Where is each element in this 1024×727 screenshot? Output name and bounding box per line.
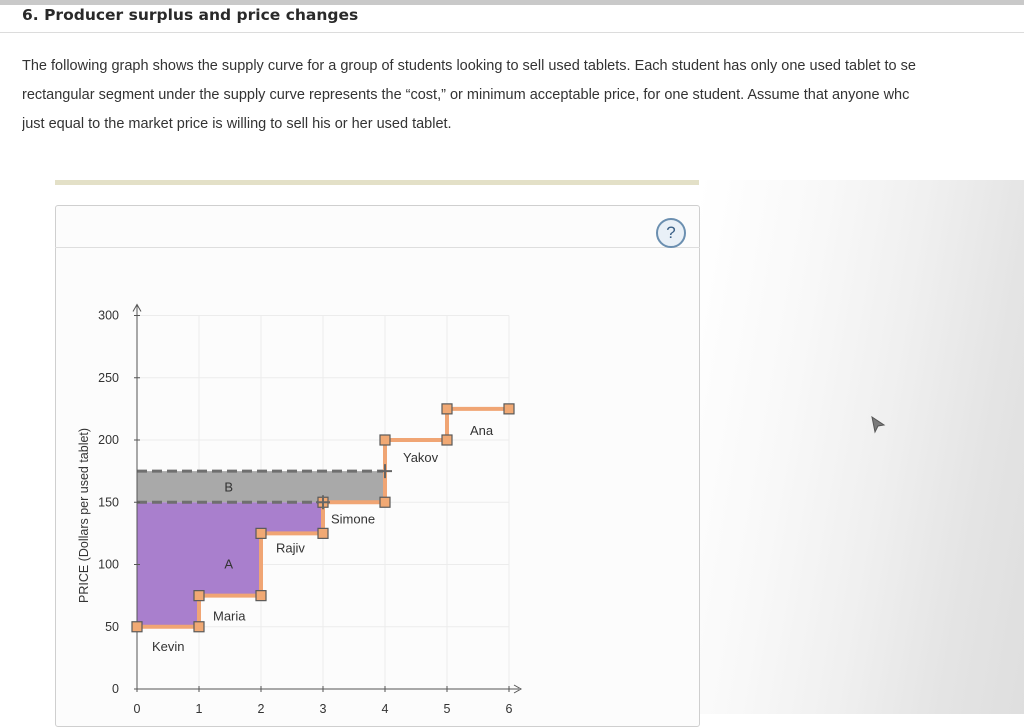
x-tick-label: 4	[382, 702, 389, 714]
supply-point-handle[interactable]	[255, 590, 267, 602]
supply-step-label: Maria	[213, 609, 246, 624]
panel-header-rule	[55, 247, 700, 248]
instructions-line-2: rectangular segment under the supply cur…	[22, 87, 910, 103]
y-axis-arrow-icon	[132, 303, 142, 312]
y-tick-label: 300	[98, 309, 119, 323]
mouse-pointer-icon	[871, 416, 886, 434]
supply-point-handle[interactable]	[441, 434, 453, 446]
supply-point-handle[interactable]	[131, 621, 143, 633]
y-tick-label: 150	[98, 495, 119, 509]
instructions-text: The following graph shows the supply cur…	[22, 52, 1024, 139]
y-tick-label: 50	[105, 620, 119, 634]
y-axis-title: PRICE (Dollars per used tablet)	[77, 428, 91, 603]
x-tick-label: 6	[506, 702, 513, 714]
screen-glare	[700, 180, 1024, 714]
supply-point-handle[interactable]	[503, 403, 515, 415]
question-heading: 6. Producer surplus and price changes	[22, 6, 359, 24]
section-divider	[55, 180, 699, 185]
y-tick-label: 0	[112, 682, 119, 696]
y-tick-label: 250	[98, 371, 119, 385]
supply-point-handle[interactable]	[379, 496, 391, 508]
help-icon[interactable]: ?	[656, 218, 686, 248]
supply-point-handle[interactable]	[193, 590, 205, 602]
y-tick-label: 100	[98, 558, 119, 572]
supply-step-label: Rajiv	[276, 540, 305, 555]
supply-step-label: Ana	[470, 423, 494, 438]
crosshair-icon	[378, 464, 392, 479]
heading-divider	[0, 32, 1024, 33]
supply-point-handle[interactable]	[317, 527, 329, 539]
supply-point-handle[interactable]	[379, 434, 391, 446]
x-tick-label: 5	[444, 702, 451, 714]
supply-point-handle[interactable]	[193, 621, 205, 633]
top-border	[0, 0, 1024, 5]
supply-step-label: Simone	[331, 511, 375, 526]
instructions-line-1: The following graph shows the supply cur…	[22, 58, 916, 74]
area-label-b: B	[224, 479, 233, 494]
x-tick-label: 1	[196, 702, 203, 714]
supply-step-label: Yakov	[403, 450, 439, 465]
x-tick-label: 0	[134, 702, 141, 714]
area-label-a: A	[224, 557, 233, 572]
x-axis-arrow-icon	[513, 684, 523, 694]
crosshair-icon	[316, 495, 330, 510]
supply-point-handle[interactable]	[255, 527, 267, 539]
y-tick-label: 200	[98, 433, 119, 447]
supply-point-handle[interactable]	[441, 403, 453, 415]
x-tick-label: 2	[258, 702, 265, 714]
graph-panel	[55, 205, 700, 727]
surplus-area-b	[137, 471, 385, 503]
instructions-line-3: just equal to the market price is willin…	[22, 116, 452, 132]
x-tick-label: 3	[320, 702, 327, 714]
supply-step-label: Kevin	[152, 639, 185, 654]
